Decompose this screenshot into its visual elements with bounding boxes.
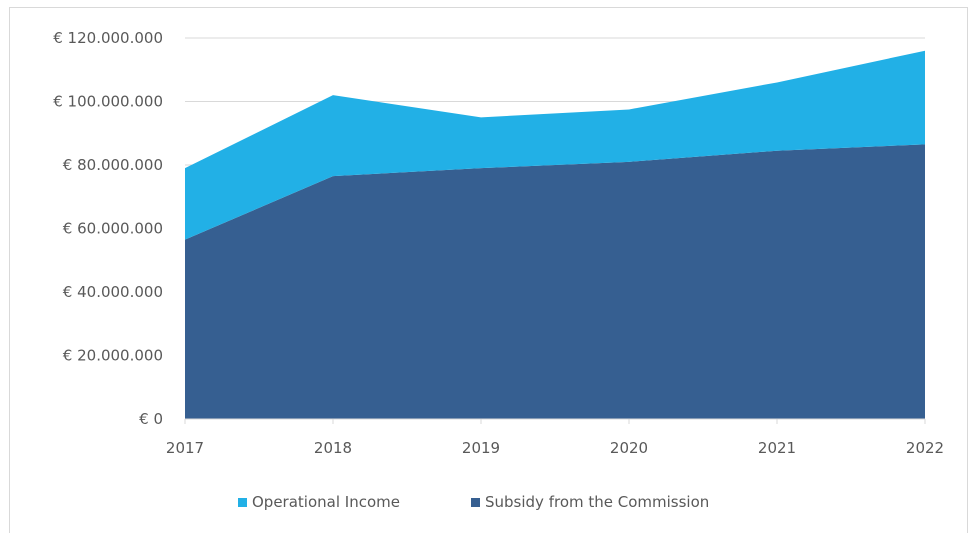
- x-tick-label: 2022: [906, 439, 944, 457]
- legend-swatch: [471, 498, 480, 507]
- chart-frame: [9, 7, 968, 533]
- legend-swatch: [238, 498, 247, 507]
- legend-label: Operational Income: [252, 493, 400, 511]
- y-axis: € 0 € 20.000.000 € 40.000.000 € 60.000.000 €…: [53, 29, 163, 428]
- x-tick-label: 2019: [462, 439, 500, 457]
- y-tick-label: € 60.000.000: [63, 220, 163, 238]
- area-subsidy-from-the-commission: [185, 144, 925, 420]
- x-tick-label: 2018: [314, 439, 352, 457]
- area-series: [185, 50, 925, 420]
- y-tick-label: € 40.000.000: [63, 283, 163, 301]
- x-tick-label: 2021: [758, 439, 796, 457]
- y-tick-label: € 80.000.000: [63, 156, 163, 174]
- y-tick-label: € 0: [139, 410, 163, 428]
- x-tick-label: 2020: [610, 439, 648, 457]
- y-tick-label: € 100.000.000: [53, 93, 163, 111]
- legend-label: Subsidy from the Commission: [485, 493, 709, 511]
- legend: Operational Income Subsidy from the Commi…: [238, 493, 709, 511]
- area-operational-income: [185, 50, 925, 240]
- x-axis: 2017 2018 2019 2020 2021 2022: [166, 418, 944, 457]
- y-tick-label: € 120.000.000: [53, 29, 163, 47]
- y-tick-label: € 20.000.000: [63, 347, 163, 365]
- x-tick-label: 2017: [166, 439, 204, 457]
